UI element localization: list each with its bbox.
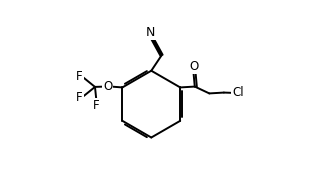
Text: Cl: Cl — [232, 86, 244, 99]
Text: F: F — [76, 91, 83, 104]
Text: N: N — [146, 26, 155, 39]
Text: O: O — [103, 80, 113, 93]
Text: F: F — [93, 99, 100, 112]
Text: O: O — [189, 60, 199, 73]
Text: F: F — [76, 70, 83, 83]
